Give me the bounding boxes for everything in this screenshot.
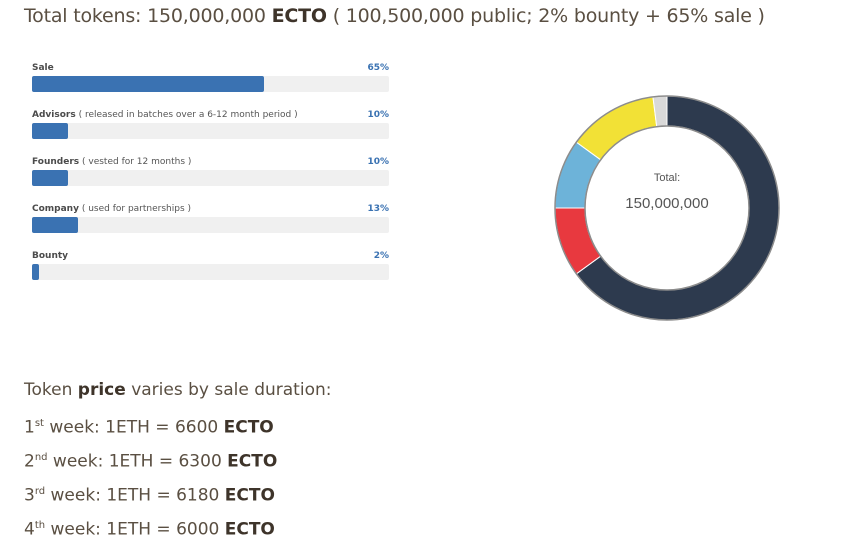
pricing-week-line: 4th week: 1ETH = 6000 ECTO [24,513,331,547]
total-tokens-heading: Total tokens: 150,000,000 ECTO ( 100,500… [24,5,765,27]
week-ordinal: nd [34,452,48,463]
allocation-note: ( vested for 12 months ) [82,157,192,167]
pricing-week-line: 2nd week: 1ETH = 6300 ECTO [24,445,331,479]
donut-center-label: Total: [654,172,680,184]
token-symbol: ECTO [223,417,274,438]
week-price: week: 1ETH = 6180 [50,485,220,506]
week-number: 1 [24,417,35,438]
allocation-name: Sale [32,63,54,73]
pricing-intro-suffix: varies by sale duration: [131,380,332,400]
progress-track [32,170,389,186]
allocation-name: Company [32,204,79,214]
token-symbol: ECTO [224,519,275,540]
allocation-percent: 10% [367,110,389,120]
pricing-intro: Token price varies by sale duration: [24,377,331,411]
total-tokens-prefix: Total tokens: 150,000,000 [24,5,266,27]
allocation-note: ( used for partnerships ) [81,204,192,214]
pricing-info: Token price varies by sale duration: 1st… [24,377,331,547]
allocation-note: ( released in batches over a 6-12 month … [78,110,298,120]
token-symbol: ECTO [224,485,275,506]
allocation-bars: Sale 65% Advisors ( released in batches … [32,60,389,295]
progress-fill [32,170,68,186]
token-symbol: ECTO [227,451,278,472]
allocation-percent: 2% [373,251,389,261]
week-price: week: 1ETH = 6000 [50,519,220,540]
week-ordinal: th [34,520,46,531]
allocation-row-sale: Sale 65% [32,60,389,107]
progress-track [32,217,389,233]
allocation-name: Advisors [32,110,76,120]
allocation-donut-chart: Total: 150,000,000 [554,95,780,321]
week-number: 4 [24,519,35,540]
donut-center-value: 150,000,000 [625,195,708,212]
week-ordinal: rd [34,486,46,497]
week-price: week: 1ETH = 6600 [49,417,219,438]
allocation-percent: 13% [367,204,389,214]
allocation-name: Bounty [32,251,69,261]
allocation-row-advisors: Advisors ( released in batches over a 6-… [32,107,389,154]
donut-inner-outline [584,125,750,291]
pricing-intro-bold: price [77,380,126,400]
week-ordinal: st [34,418,44,429]
week-number: 3 [24,485,35,506]
week-price: week: 1ETH = 6300 [52,451,222,472]
allocation-row-founders: Founders ( vested for 12 months ) 10% [32,154,389,201]
allocation-row-bounty: Bounty 2% [32,248,389,295]
token-symbol: ECTO [271,5,327,27]
total-tokens-breakdown: ( 100,500,000 public; 2% bounty + 65% sa… [332,5,765,27]
progress-track [32,123,389,139]
donut-slices [554,95,780,321]
progress-fill [32,123,68,139]
allocation-row-company: Company ( used for partnerships ) 13% [32,201,389,248]
allocation-name: Founders [32,157,80,167]
progress-fill [32,76,265,92]
pricing-intro-prefix: Token [24,380,73,400]
progress-fill [32,264,40,280]
progress-fill [32,217,79,233]
donut-outer-outline [554,95,780,321]
allocation-percent: 10% [367,157,389,167]
progress-track [32,264,389,280]
week-number: 2 [24,451,35,472]
progress-track [32,76,389,92]
pricing-week-line: 3rd week: 1ETH = 6180 ECTO [24,479,331,513]
allocation-percent: 65% [367,63,389,73]
pricing-week-line: 1st week: 1ETH = 6600 ECTO [24,411,331,445]
